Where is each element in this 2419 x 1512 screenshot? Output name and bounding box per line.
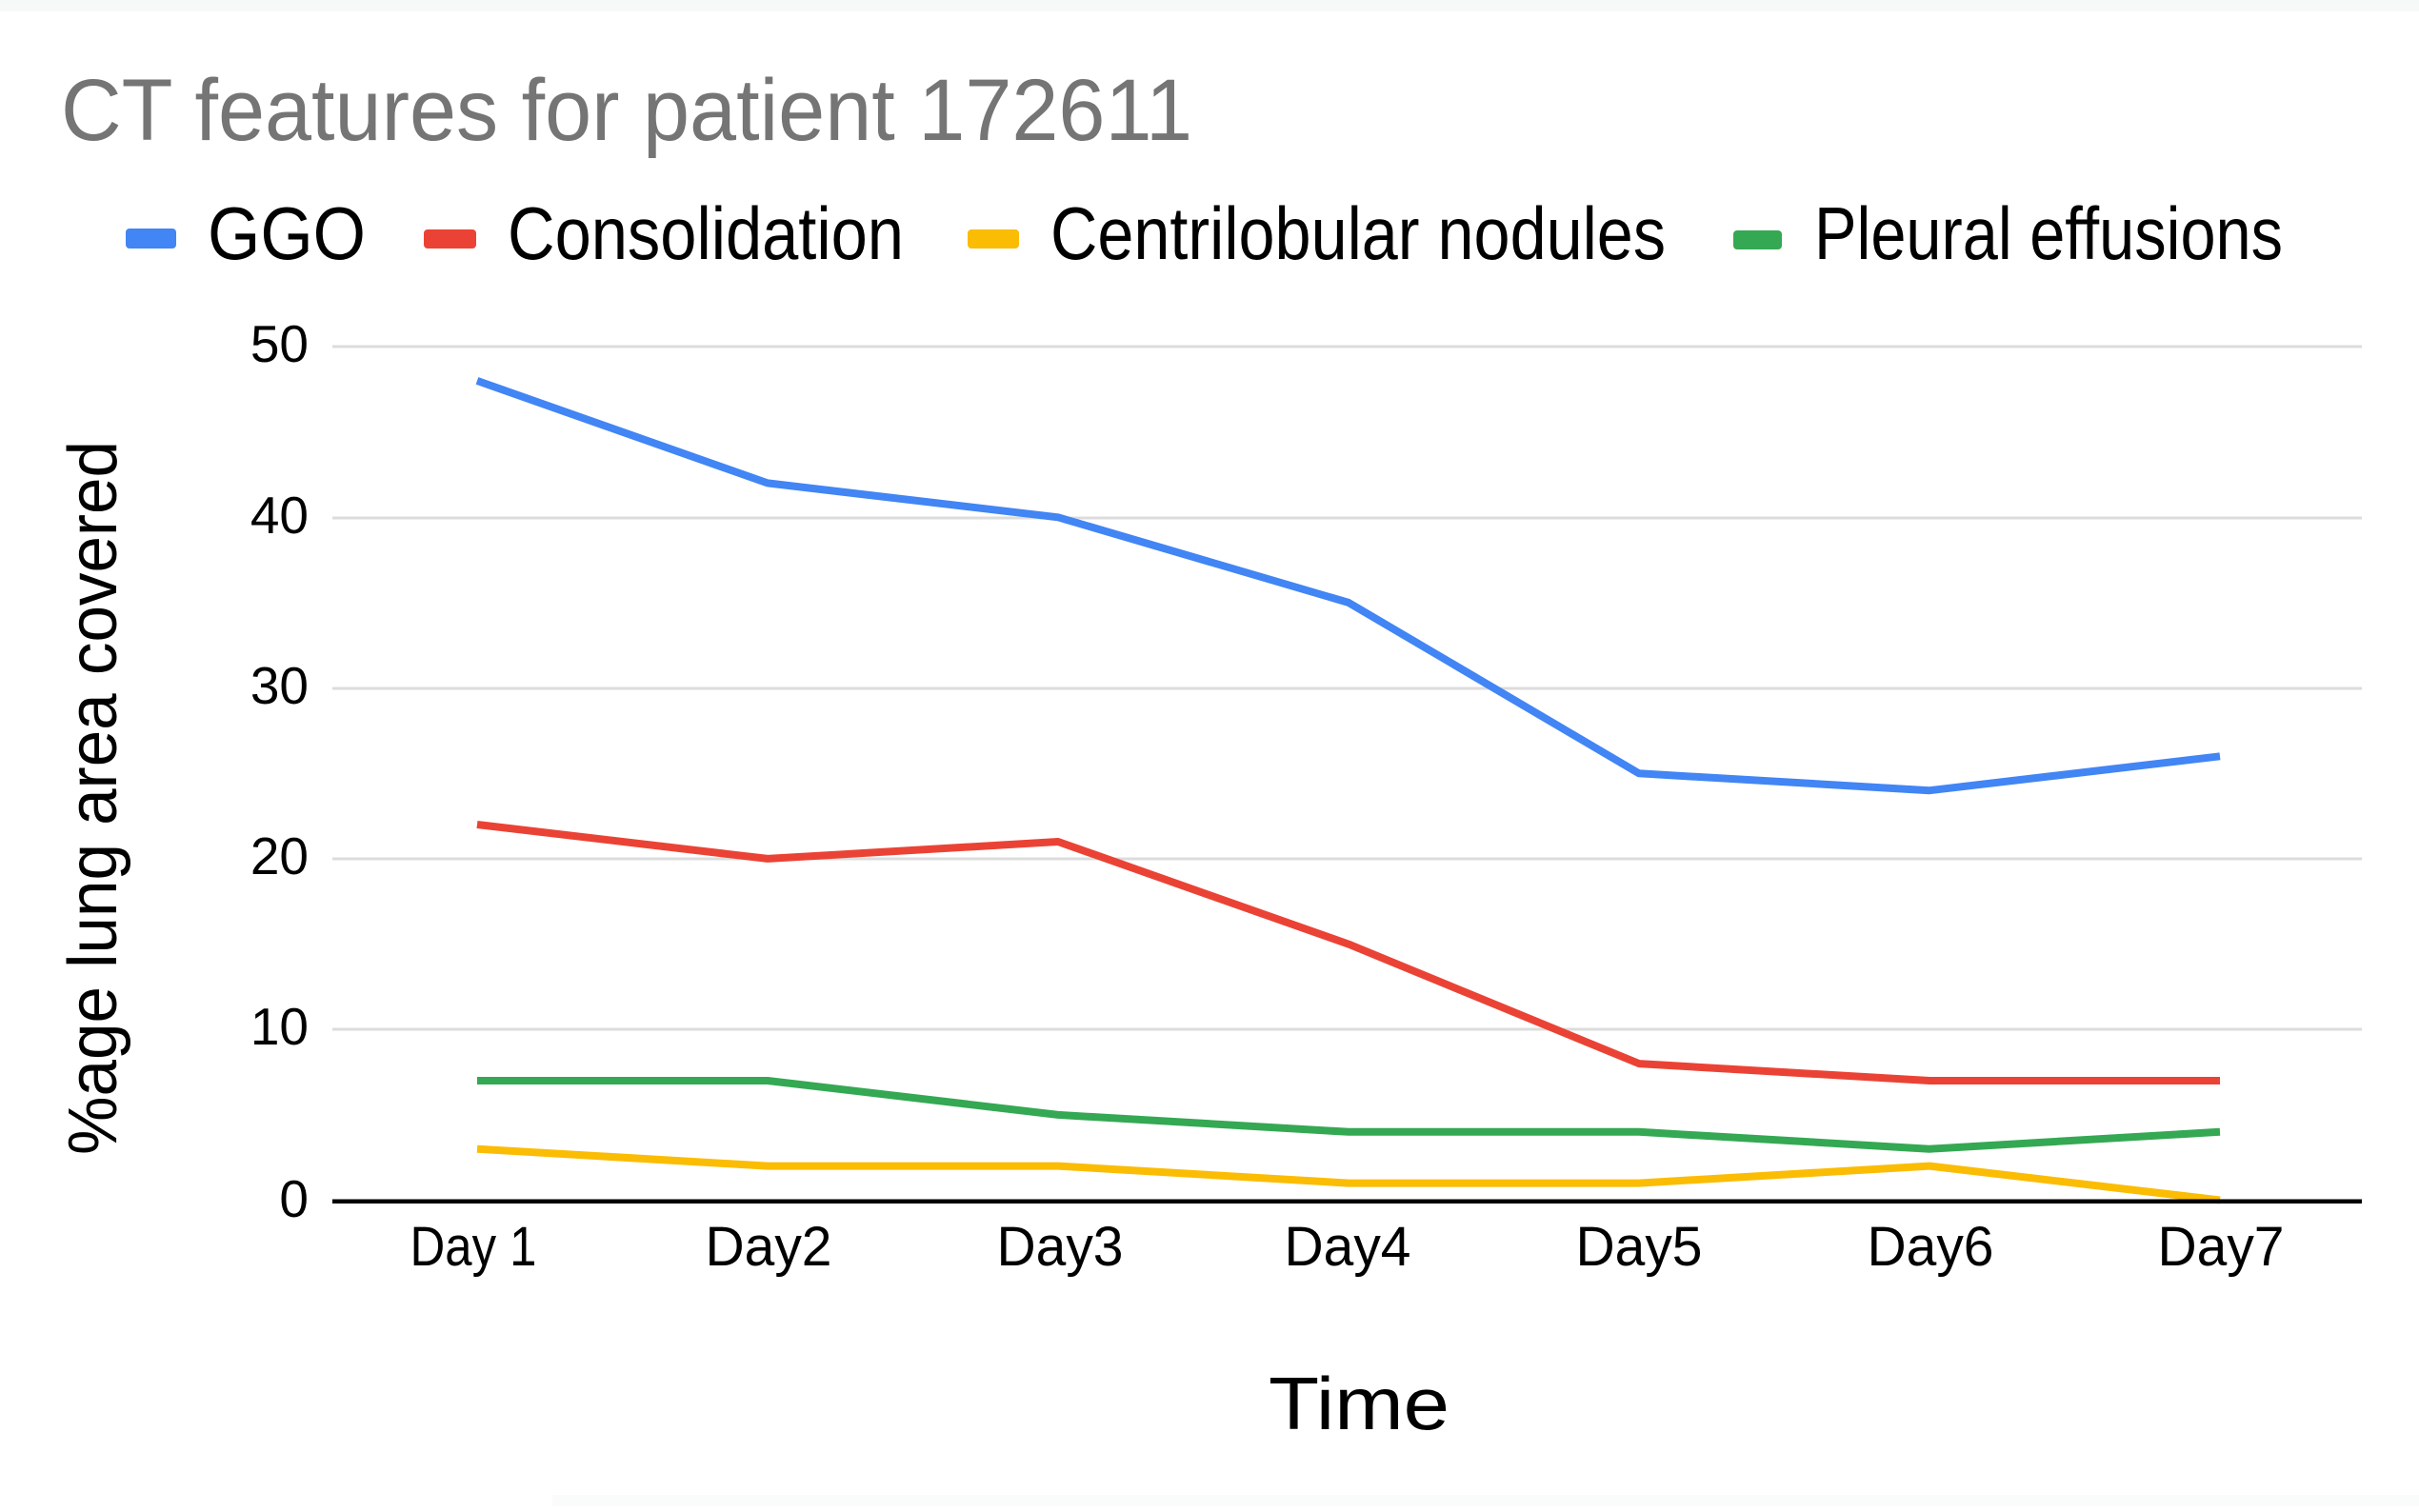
svg-text:20: 20 [250,826,309,885]
svg-text:Day7: Day7 [2158,1216,2285,1278]
svg-text:Day6: Day6 [1868,1216,1994,1278]
svg-text:0: 0 [279,1169,309,1228]
svg-text:Consolidation: Consolidation [508,191,904,275]
svg-text:Day2: Day2 [706,1216,832,1278]
svg-text:50: 50 [250,314,309,373]
svg-text:Pleural effusions: Pleural effusions [1814,191,2283,275]
svg-text:Day3: Day3 [997,1216,1124,1278]
svg-text:CT features for patient 172611: CT features for patient 172611 [61,62,1192,159]
svg-text:Centrilobular nodules: Centrilobular nodules [1050,191,1666,275]
svg-text:40: 40 [250,486,309,545]
svg-text:Day4: Day4 [1285,1216,1411,1278]
svg-text:Day 1: Day 1 [410,1216,537,1278]
svg-text:Day5: Day5 [1576,1216,1703,1278]
svg-text:Time: Time [1269,1362,1449,1445]
svg-text:10: 10 [250,997,309,1056]
svg-text:GGO: GGO [208,191,366,275]
svg-text:%age lung area covered: %age lung area covered [55,441,131,1155]
svg-text:30: 30 [250,656,309,715]
